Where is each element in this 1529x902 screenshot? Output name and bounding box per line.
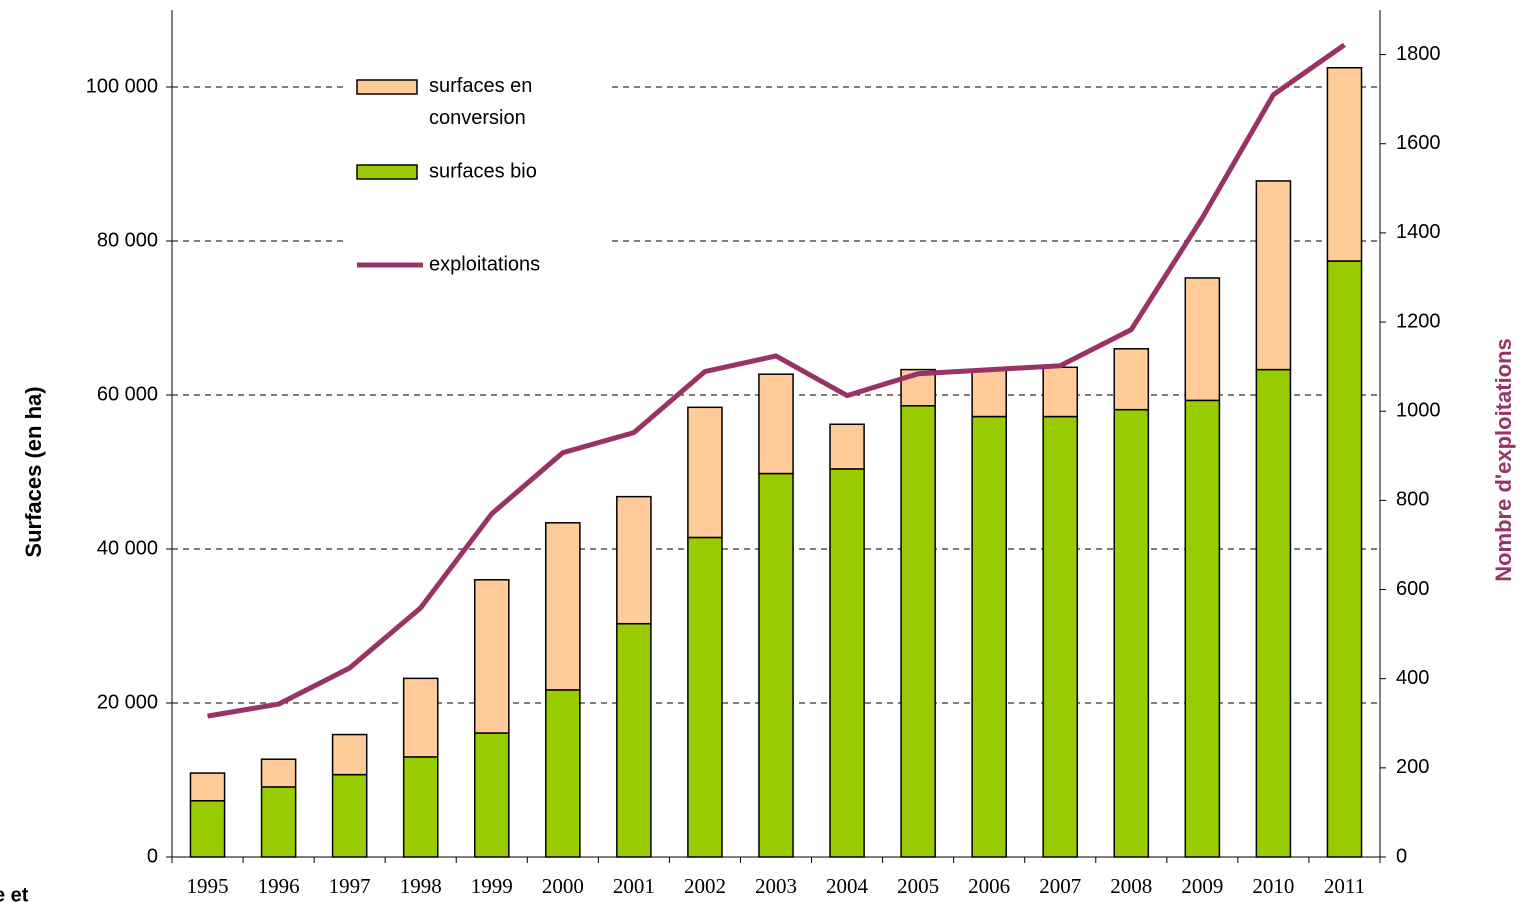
x-tick-label: 2010: [1252, 874, 1294, 898]
y2-tick-label: 1800: [1396, 43, 1441, 65]
bar: [189, 772, 226, 802]
x-tick-label: 1995: [187, 874, 229, 898]
bar: [687, 536, 723, 858]
bar: [829, 468, 865, 858]
bar: [331, 773, 368, 858]
x-tick-label: 1996: [258, 874, 300, 898]
y-tick-label: 0: [147, 845, 158, 867]
line-series: [207, 42, 1346, 719]
y2-tick-label: 200: [1396, 756, 1429, 778]
y2-tick-label: 600: [1396, 578, 1429, 600]
bar: [1184, 277, 1221, 402]
x-tick-label: 1997: [329, 874, 371, 898]
bar: [1113, 348, 1150, 411]
y-tick-label: 40 000: [97, 537, 158, 559]
bar: [1113, 408, 1150, 858]
x-tick-label: 2011: [1324, 874, 1365, 898]
x-tick-label: 2006: [968, 874, 1010, 898]
legend-swatch: [356, 164, 418, 180]
x-tick-label: 2002: [684, 874, 726, 898]
y-tick-label: 20 000: [97, 691, 158, 713]
bar: [545, 689, 581, 858]
bar: [1255, 368, 1292, 858]
bar: [971, 368, 1007, 418]
bar: [260, 786, 297, 858]
bar: [1255, 180, 1292, 371]
y2-tick-label: 800: [1396, 489, 1429, 511]
legend-label: exploitations: [429, 253, 540, 275]
y2-tick-label: 1600: [1396, 132, 1441, 154]
bar: [616, 495, 652, 625]
bar: [545, 522, 581, 691]
bar: [1326, 260, 1363, 858]
bar: [1042, 366, 1079, 418]
y2-tick-label: 1200: [1396, 310, 1441, 332]
bar: [687, 406, 723, 539]
x-tick-label: 2005: [897, 874, 939, 898]
y2-tick-label: 400: [1396, 667, 1429, 689]
bar: [971, 415, 1007, 858]
note: e et: [0, 884, 29, 902]
bar: [473, 579, 510, 734]
y-axis-title: Surfaces (en ha): [21, 386, 46, 557]
y2-tick-label: 1000: [1396, 399, 1441, 421]
bar: [402, 677, 439, 758]
legend-label: surfaces bio: [429, 160, 537, 182]
x-tick-label: 2003: [755, 874, 797, 898]
x-tick-label: 2004: [826, 874, 869, 898]
bar: [758, 373, 794, 475]
y2-tick-label: 1400: [1396, 221, 1441, 243]
legend-swatch: [356, 79, 418, 95]
bar: [1326, 67, 1363, 262]
y2-tick-label: 0: [1396, 845, 1407, 867]
x-tick-label: 2008: [1110, 874, 1152, 898]
legend-label: surfaces en conversion: [429, 75, 532, 129]
x-tick-label: 1999: [471, 874, 513, 898]
bar: [829, 423, 865, 470]
bar: [616, 622, 652, 858]
bar: [758, 472, 794, 858]
x-tick-label: 2000: [542, 874, 584, 898]
bar: [260, 758, 297, 788]
bar: [1184, 399, 1221, 858]
x-tick-label: 2001: [613, 874, 655, 898]
bar: [900, 405, 936, 858]
bar: [189, 800, 226, 858]
y-tick-label: 100 000: [86, 75, 158, 97]
x-tick-label: 1998: [400, 874, 442, 898]
y2-axis-title: Nombre d'exploitations: [1491, 338, 1516, 582]
y-tick-label: 80 000: [97, 229, 158, 251]
bar: [402, 756, 439, 858]
bar: [1042, 415, 1079, 858]
y-tick-label: 60 000: [97, 383, 158, 405]
bar: [473, 732, 510, 858]
bar: [331, 733, 368, 776]
x-tick-label: 2009: [1181, 874, 1223, 898]
x-tick-label: 2007: [1039, 874, 1081, 898]
